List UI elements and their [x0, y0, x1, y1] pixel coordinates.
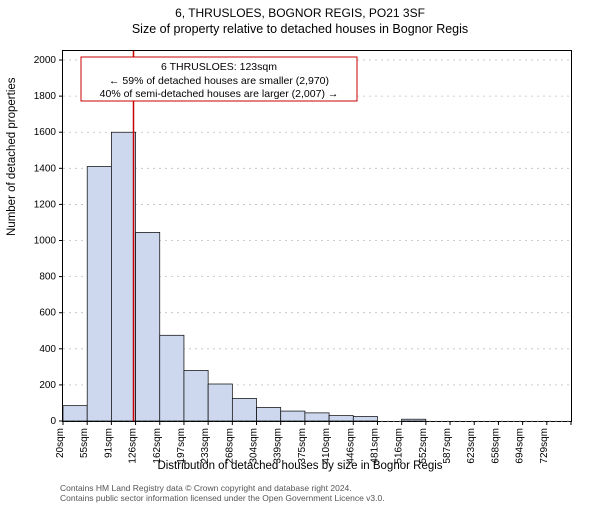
- y-tick-label: 2000: [34, 55, 57, 66]
- y-tick-label: 1000: [34, 236, 57, 247]
- histogram-bar: [87, 167, 111, 421]
- histogram-bar: [184, 370, 208, 421]
- licence-text: Contains HM Land Registry data © Crown c…: [60, 483, 590, 504]
- x-tick-label: 623sqm: [466, 428, 477, 464]
- x-tick-label: 233sqm: [200, 428, 211, 464]
- x-tick-label: 410sqm: [321, 428, 332, 464]
- x-tick-label: 162sqm: [152, 428, 163, 464]
- chart-plot-area: 020040060080010001200140016001800200020s…: [62, 50, 572, 422]
- histogram-bar: [305, 413, 329, 421]
- y-tick-label: 1600: [34, 127, 57, 138]
- y-axis-label: Number of detached properties: [6, 77, 18, 236]
- x-tick-label: 55sqm: [79, 428, 90, 458]
- y-tick-label: 200: [39, 380, 56, 391]
- y-tick-label: 400: [39, 344, 56, 355]
- histogram-bar: [353, 416, 377, 421]
- y-tick-label: 1800: [34, 91, 57, 102]
- x-tick-label: 446sqm: [345, 428, 356, 464]
- x-tick-label: 516sqm: [394, 428, 405, 464]
- histogram-bar: [402, 419, 426, 421]
- chart-supertitle: 6, THRUSLOES, BOGNOR REGIS, PO21 3SF: [0, 6, 600, 20]
- annotation-line-2: ← 59% of detached houses are smaller (2,…: [109, 75, 329, 87]
- x-tick-label: 481sqm: [369, 428, 380, 464]
- y-tick-label: 600: [39, 308, 56, 319]
- x-tick-label: 658sqm: [490, 428, 501, 464]
- histogram-bar: [136, 232, 160, 421]
- histogram-svg: 020040060080010001200140016001800200020s…: [63, 51, 571, 421]
- histogram-bar: [111, 132, 135, 421]
- y-tick-label: 1400: [34, 163, 57, 174]
- licence-line-2: Contains public sector information licen…: [60, 493, 590, 504]
- y-tick-label: 800: [39, 272, 56, 283]
- x-tick-label: 729sqm: [539, 428, 550, 464]
- histogram-bar: [281, 411, 305, 421]
- chart-subtitle: Size of property relative to detached ho…: [0, 22, 600, 36]
- x-tick-label: 126sqm: [128, 428, 139, 464]
- y-tick-label: 1200: [34, 199, 57, 210]
- x-tick-label: 694sqm: [515, 428, 526, 464]
- x-tick-label: 339sqm: [273, 428, 284, 464]
- x-tick-label: 197sqm: [176, 428, 187, 464]
- histogram-bar: [63, 406, 87, 421]
- histogram-bar: [329, 416, 353, 421]
- x-tick-label: 375sqm: [297, 428, 308, 464]
- histogram-bar: [208, 384, 232, 421]
- x-tick-label: 20sqm: [55, 428, 66, 458]
- x-axis-label: Distribution of detached houses by size …: [0, 460, 600, 472]
- x-tick-label: 587sqm: [442, 428, 453, 464]
- x-tick-label: 268sqm: [224, 428, 235, 464]
- histogram-bar: [232, 398, 256, 421]
- histogram-bar: [160, 335, 184, 421]
- x-tick-label: 304sqm: [249, 428, 260, 464]
- histogram-bar: [257, 407, 281, 421]
- annotation-line-3: 40% of semi-detached houses are larger (…: [100, 88, 339, 100]
- x-tick-label: 552sqm: [418, 428, 429, 464]
- y-tick-label: 0: [50, 416, 56, 427]
- licence-line-1: Contains HM Land Registry data © Crown c…: [60, 483, 590, 494]
- x-tick-label: 91sqm: [103, 428, 114, 458]
- annotation-line-1: 6 THRUSLOES: 123sqm: [161, 61, 277, 73]
